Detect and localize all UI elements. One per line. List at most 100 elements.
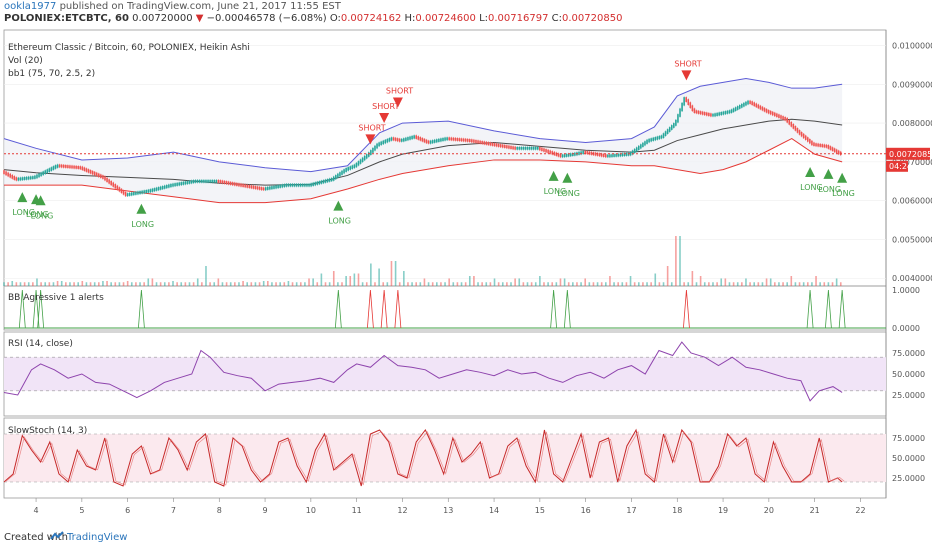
candle-body xyxy=(685,97,687,102)
candle-body xyxy=(596,152,599,156)
long-signal-label: LONG xyxy=(31,211,54,220)
volume-bar xyxy=(584,278,587,286)
volume-bar xyxy=(621,282,624,286)
candle-body xyxy=(559,153,562,158)
volume-bar xyxy=(440,282,442,286)
candle-body xyxy=(456,138,459,141)
candle-body xyxy=(716,112,718,117)
candle-body xyxy=(394,137,397,141)
candle-body xyxy=(279,184,281,188)
volume-bar xyxy=(386,282,389,286)
volume-bar xyxy=(835,278,838,286)
volume-bar xyxy=(827,282,830,286)
volume-bar xyxy=(724,278,727,286)
pane-frame-alerts xyxy=(3,285,887,331)
candle-body xyxy=(36,174,38,179)
candle-body xyxy=(98,173,100,178)
candle-body xyxy=(477,140,479,144)
candle-body xyxy=(415,135,417,139)
candle-body xyxy=(765,108,768,113)
volume-bar xyxy=(670,282,673,286)
long-alert-spike xyxy=(138,289,145,329)
volume-bar xyxy=(44,282,47,286)
candle-body xyxy=(271,186,273,190)
candle-body xyxy=(611,154,613,158)
volume-bar xyxy=(592,282,595,286)
candle-body xyxy=(637,145,640,151)
candle-body xyxy=(730,109,733,113)
volume-bar xyxy=(815,276,817,286)
candle-body xyxy=(788,119,791,125)
candle-body xyxy=(547,149,549,154)
volume-bar xyxy=(209,282,211,286)
candle-body xyxy=(580,151,582,155)
candle-body xyxy=(450,137,453,141)
long-signal-label: LONG xyxy=(557,189,580,198)
candle-body xyxy=(258,186,261,190)
candle-body xyxy=(545,149,547,153)
candle-body xyxy=(211,179,213,183)
volume-bar xyxy=(27,282,30,286)
volume-bar xyxy=(337,282,339,286)
last-price-tag xyxy=(886,147,930,160)
volume-bar xyxy=(650,282,652,286)
candle-body xyxy=(240,183,242,187)
candle-body xyxy=(188,180,191,184)
candle-body xyxy=(384,139,387,144)
candle-body xyxy=(320,180,323,184)
long-signal-arrow xyxy=(136,203,147,214)
volume-bar xyxy=(77,282,79,286)
author-link[interactable]: ookla1977 xyxy=(4,1,57,12)
long-signal-arrow xyxy=(333,200,344,211)
candle-body xyxy=(345,167,347,172)
candle-body xyxy=(524,146,527,150)
candle-body xyxy=(100,174,102,178)
alerts-pane-title: BB Agressive 1 alerts xyxy=(8,293,104,303)
candle-body xyxy=(71,165,73,169)
long-signal-arrow xyxy=(548,170,559,181)
volume-bar xyxy=(588,282,591,286)
candle-body xyxy=(246,184,248,188)
volume-bar xyxy=(201,282,203,286)
x-tick-label: 16 xyxy=(581,506,591,515)
volume-bar xyxy=(262,281,265,286)
candle-body xyxy=(365,154,368,159)
candle-body xyxy=(339,172,341,177)
volume-bar xyxy=(501,282,504,286)
candle-body xyxy=(122,190,125,195)
volume-bar xyxy=(683,282,685,286)
candle-body xyxy=(831,147,834,152)
candle-body xyxy=(792,123,795,129)
candle-body xyxy=(697,110,700,114)
volume-bar xyxy=(802,282,805,286)
volume-bar xyxy=(374,282,376,286)
volume-bar xyxy=(749,282,751,286)
volume-bar xyxy=(40,282,42,286)
candle-body xyxy=(69,165,71,169)
candle-body xyxy=(751,101,753,106)
candle-body xyxy=(563,154,566,158)
stoch-band-fill xyxy=(4,434,886,482)
volume-bar xyxy=(357,273,360,286)
candle-body xyxy=(479,140,481,144)
candle-body xyxy=(104,176,106,181)
candle-body xyxy=(734,107,737,111)
candle-body xyxy=(771,111,774,116)
candle-body xyxy=(196,179,199,183)
volume-bar xyxy=(361,282,364,286)
tradingview-brand-link[interactable]: TradingView xyxy=(67,532,128,543)
candle-body xyxy=(141,190,143,194)
candle-body xyxy=(81,166,84,171)
vol-indicator-label: Vol (20) xyxy=(8,56,43,66)
candle-body xyxy=(446,137,448,141)
candle-body xyxy=(644,141,646,146)
price-tick-label: 0.00600000 xyxy=(892,197,932,206)
candle-body xyxy=(421,137,424,142)
candle-body xyxy=(9,173,11,178)
candle-body xyxy=(769,110,772,115)
candle-body xyxy=(252,185,255,189)
candle-body xyxy=(19,177,22,181)
x-tick-label: 5 xyxy=(79,506,84,515)
candle-body xyxy=(429,140,432,144)
